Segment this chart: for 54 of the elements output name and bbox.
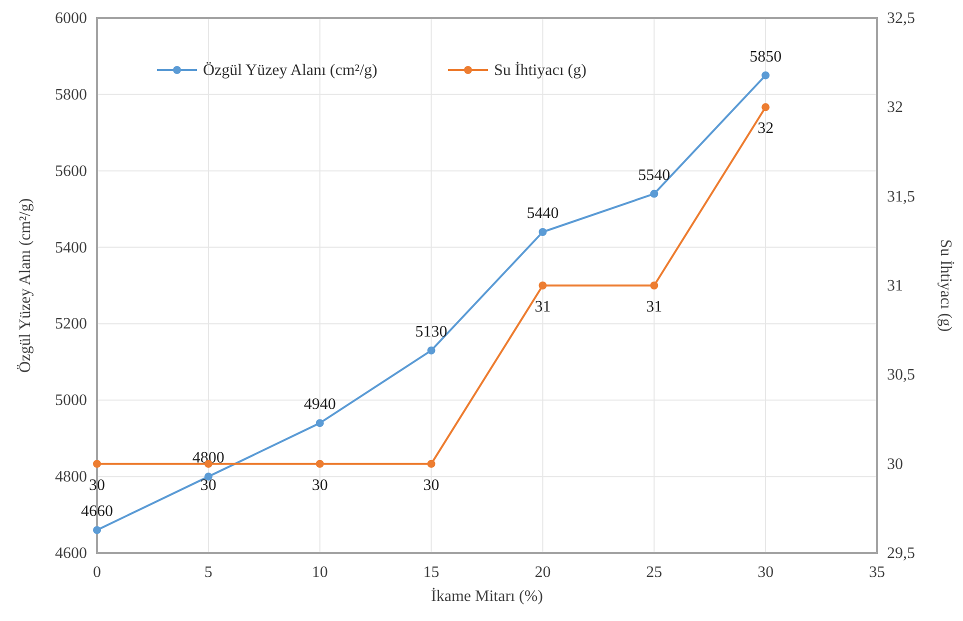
x-tick-label: 35 (869, 564, 885, 581)
data-label: 30 (89, 476, 105, 494)
data-label: 5440 (526, 205, 559, 222)
y-tick-label: 5200 (55, 316, 87, 333)
point (427, 346, 436, 354)
data-label: 30 (312, 476, 328, 494)
point (538, 228, 547, 236)
y-tick-label: 5400 (55, 239, 87, 256)
data-label: 31 (646, 298, 662, 316)
y2-tick-label: 30,5 (887, 366, 915, 384)
y2-tick-label: 31 (887, 278, 903, 294)
x-tick-label: 25 (646, 564, 662, 581)
x-tick-label: 20 (534, 564, 551, 581)
data-label: 4940 (304, 396, 336, 414)
x-tick-label: 15 (423, 564, 440, 581)
point (93, 460, 101, 468)
point (93, 526, 101, 534)
y2-tick-label: 32,5 (887, 10, 915, 27)
x-tick-label: 10 (312, 564, 328, 581)
data-label: 32 (758, 120, 774, 138)
x-axis-title: İkame Mitarı (%) (431, 587, 543, 605)
data-label: 30 (200, 476, 216, 494)
data-label: 4800 (192, 450, 224, 467)
point (762, 103, 770, 112)
y-tick-label: 6000 (55, 10, 87, 27)
data-label: 5850 (750, 48, 782, 66)
x-tick-label: 5 (204, 564, 212, 581)
point (538, 282, 547, 290)
data-label: 31 (534, 298, 551, 316)
legend-label: Özgül Yüzey Alanı (cm²/g) (203, 62, 378, 79)
y-tick-label: 4600 (55, 545, 87, 562)
y2-axis-title: Su İhtiyacı (g) (937, 239, 955, 332)
point (316, 419, 324, 428)
y-axis-title: Özgül Yüzey Alanı (cm²/g) (17, 198, 34, 373)
y-tick-label: 5000 (55, 392, 87, 410)
x-tick-label: 0 (93, 564, 101, 581)
data-label: 5540 (638, 166, 670, 184)
y2-tick-label: 30 (887, 456, 903, 473)
y2-tick-label: 32 (887, 99, 903, 116)
point (650, 282, 658, 290)
y2-tick-label: 29,5 (887, 545, 915, 562)
y-tick-label: 4800 (55, 468, 87, 486)
point (762, 71, 770, 80)
point (316, 460, 324, 468)
data-label: 5130 (415, 323, 448, 340)
y2-tick-label: 31,5 (887, 188, 915, 206)
x-tick-label: 30 (758, 564, 774, 581)
data-label: 30 (423, 476, 440, 494)
y-tick-label: 5800 (55, 86, 87, 104)
legend-label: Su İhtiyacı (g) (494, 61, 586, 79)
y-tick-label: 5600 (55, 162, 87, 180)
data-label: 4660 (81, 503, 113, 520)
point (427, 460, 436, 468)
point (650, 190, 658, 198)
